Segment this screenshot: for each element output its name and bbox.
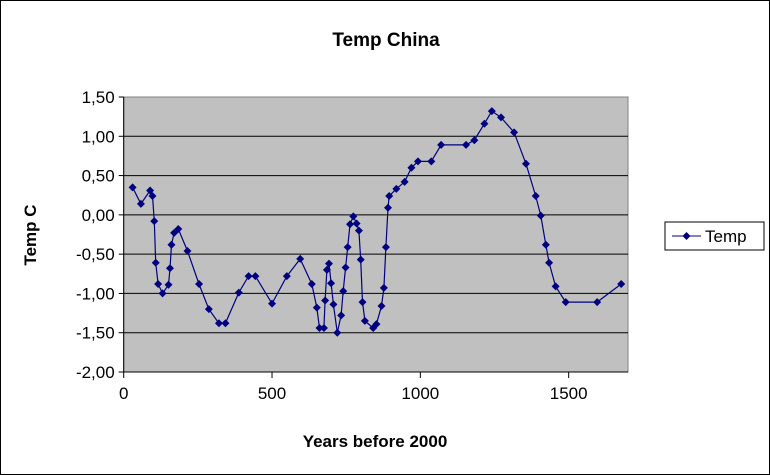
data-point <box>148 192 157 200</box>
data-point <box>487 107 496 116</box>
data-point <box>470 136 479 145</box>
x-tick-label: 500 <box>258 384 286 403</box>
data-point <box>333 328 342 337</box>
y-tick-label: -1,00 <box>76 284 115 303</box>
data-point <box>324 259 333 268</box>
x-tick-label: 0 <box>119 384 128 403</box>
data-point <box>150 217 159 226</box>
data-point <box>268 299 277 308</box>
data-point <box>593 298 602 307</box>
x-tick-label: 1500 <box>550 384 588 403</box>
data-point <box>322 265 331 274</box>
data-point <box>349 212 358 221</box>
data-point <box>561 298 570 307</box>
data-point <box>531 192 540 200</box>
data-point <box>407 163 416 172</box>
data-point <box>541 240 550 249</box>
y-tick-label: 0,00 <box>82 206 115 225</box>
data-point <box>158 289 167 298</box>
data-point <box>234 288 243 297</box>
data-point <box>195 280 204 288</box>
data-point <box>321 296 330 305</box>
data-point <box>385 192 394 200</box>
data-point <box>354 226 363 235</box>
data-point <box>174 225 183 233</box>
data-point <box>327 279 336 288</box>
data-point <box>244 272 253 281</box>
data-point <box>312 303 321 312</box>
data-point <box>128 183 137 192</box>
y-tick-label: -2,00 <box>76 363 115 382</box>
data-point <box>183 247 192 255</box>
data-point <box>319 324 328 332</box>
legend: Temp <box>664 221 765 251</box>
x-tick-label: 1000 <box>401 384 439 403</box>
data-point <box>551 282 560 291</box>
data-point <box>136 199 145 208</box>
data-point <box>329 300 338 309</box>
data-point <box>343 243 352 252</box>
data-point <box>536 211 545 220</box>
data-point <box>282 272 291 281</box>
plot-area <box>123 96 629 373</box>
data-point <box>315 324 324 332</box>
data-point <box>360 316 369 325</box>
legend-label: Temp <box>705 227 747 246</box>
chart-title: Temp China <box>332 30 440 51</box>
data-point <box>170 228 179 237</box>
data-point <box>167 240 176 249</box>
data-point <box>617 280 626 288</box>
data-point <box>462 140 471 149</box>
data-point <box>384 203 393 212</box>
data-point <box>221 319 230 328</box>
data-point <box>545 258 554 267</box>
legend-marker-icon <box>682 232 691 240</box>
data-point <box>164 280 173 289</box>
data-point <box>154 280 163 288</box>
data-point <box>381 243 390 252</box>
data-point <box>480 119 489 128</box>
data-point <box>165 264 174 273</box>
data-point <box>521 159 530 168</box>
x-axis-label: Years before 2000 <box>303 432 448 451</box>
data-point <box>497 113 506 122</box>
y-tick-label: 1,00 <box>82 127 115 146</box>
data-point <box>379 283 388 292</box>
y-axis-label: Temp C <box>21 204 40 265</box>
data-point <box>339 287 348 296</box>
data-point <box>356 255 365 264</box>
data-point <box>400 177 409 186</box>
data-point <box>372 320 381 329</box>
y-tick-label: 0,50 <box>82 167 115 186</box>
y-tick-label: 1,50 <box>82 88 115 107</box>
data-point <box>392 184 401 193</box>
data-point <box>204 305 213 314</box>
data-point <box>251 272 260 281</box>
data-point <box>151 258 160 267</box>
data-point <box>341 263 350 272</box>
data-point <box>352 219 361 228</box>
y-tick-label: -0,50 <box>76 245 115 264</box>
data-point <box>337 311 346 320</box>
data-point <box>377 302 386 310</box>
data-point <box>346 220 355 229</box>
data-point <box>413 157 422 166</box>
data-point <box>307 280 316 288</box>
data-point <box>437 140 446 149</box>
data-point <box>214 319 223 328</box>
y-tick-label: -1,50 <box>76 324 115 343</box>
data-point <box>510 128 519 137</box>
data-point <box>296 254 305 263</box>
data-point <box>358 298 367 307</box>
data-point <box>427 157 436 166</box>
